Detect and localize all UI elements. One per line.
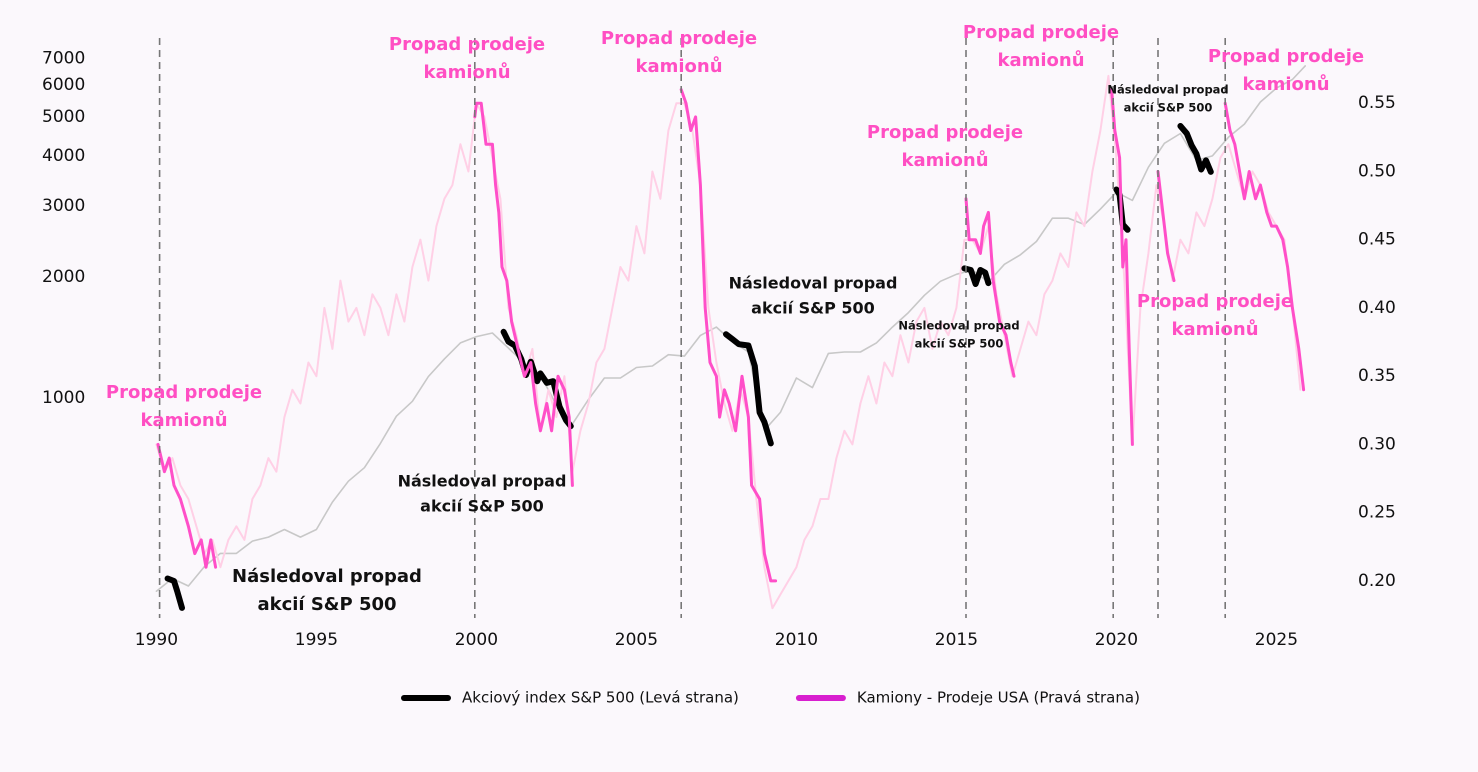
annotation: Propad prodeje (963, 22, 1119, 43)
annotation: Propad prodeje (106, 382, 262, 403)
y2-tick-label: 0.40 (1358, 298, 1396, 318)
y-tick-label: 7000 (42, 48, 85, 68)
x-tick-label: 1995 (295, 630, 338, 650)
annotation: kamionů (140, 409, 227, 431)
y2-tick-label: 0.30 (1358, 434, 1396, 454)
annotation: kamionů (997, 49, 1084, 71)
annotation: Následoval propad (1107, 83, 1228, 97)
annotation: akcií S&P 500 (915, 336, 1004, 350)
y2-tick-label: 0.20 (1358, 571, 1396, 591)
annotation: kamionů (635, 55, 722, 77)
annotation: akcií S&P 500 (751, 298, 875, 317)
annotation: Následoval propad (232, 566, 422, 587)
annotation: kamionů (423, 61, 510, 83)
annotation: Propad prodeje (601, 28, 757, 49)
legend-label: Akciový index S&P 500 (Levá strana) (462, 689, 739, 707)
annotation: Následoval propad (898, 319, 1019, 333)
annotation: Následoval propad (398, 472, 567, 491)
background-line (155, 74, 1302, 610)
x-tick-label: 2020 (1095, 630, 1138, 650)
y-tick-label: 4000 (42, 146, 85, 166)
y2-tick-label: 0.35 (1358, 366, 1396, 386)
y2-tick-label: 0.25 (1358, 503, 1396, 523)
annotation: akcií S&P 500 (257, 594, 396, 615)
annotation: Propad prodeje (1137, 291, 1293, 312)
annotation: Následoval propad (729, 274, 898, 293)
annotation: Propad prodeje (1208, 46, 1364, 67)
annotation: kamionů (1242, 73, 1329, 95)
y-tick-label: 1000 (42, 388, 85, 408)
x-tick-label: 2005 (615, 630, 658, 650)
legend-label: Kamiony - Prodeje USA (Pravá strana) (857, 689, 1140, 707)
annotation: kamionů (901, 149, 988, 171)
x-tick-label: 2010 (775, 630, 818, 650)
x-tick-label: 1990 (135, 630, 178, 650)
y-tick-label: 2000 (42, 267, 85, 287)
y-tick-label: 6000 (42, 75, 85, 95)
annotation: kamionů (1171, 318, 1258, 340)
y-tick-label: 3000 (42, 196, 85, 216)
y2-tick-label: 0.50 (1358, 161, 1396, 181)
x-tick-label: 2015 (935, 630, 978, 650)
highlight-line (156, 88, 1306, 583)
y2-tick-label: 0.45 (1358, 230, 1396, 250)
y2-tick-label: 0.55 (1358, 93, 1396, 113)
x-tick-label: 2025 (1255, 630, 1298, 650)
x-tick-label: 2000 (455, 630, 498, 650)
y-tick-label: 5000 (42, 107, 85, 127)
annotation: akcií S&P 500 (420, 496, 544, 515)
annotation: Propad prodeje (389, 34, 545, 55)
annotation: akcií S&P 500 (1124, 100, 1213, 114)
annotation: Propad prodeje (867, 122, 1023, 143)
highlight-line (164, 123, 1214, 611)
